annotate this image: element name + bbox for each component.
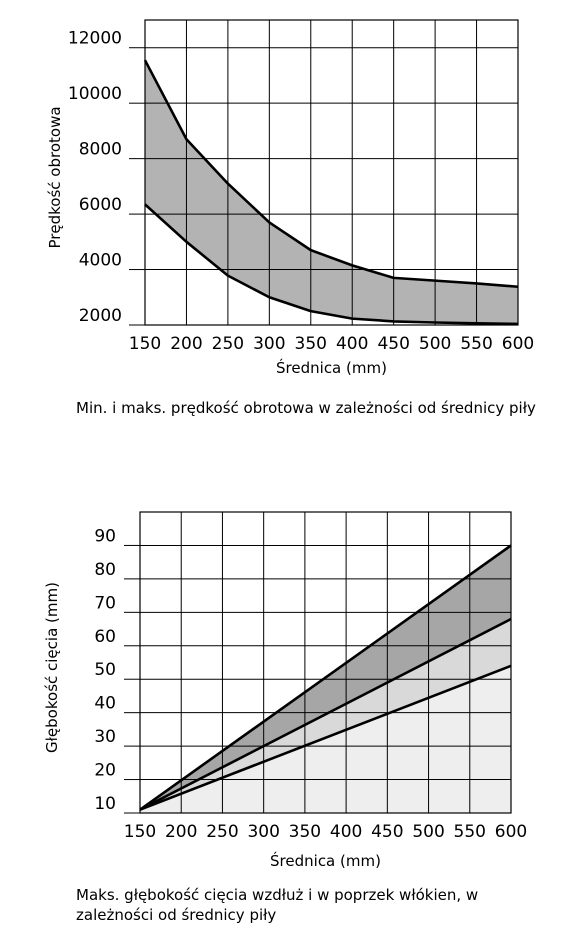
chart1-x-tick-label: 350 bbox=[295, 334, 327, 354]
chart2-x-tick-label: 450 bbox=[371, 822, 403, 842]
chart2-x-tick-label: 500 bbox=[412, 822, 444, 842]
chart2-x-tick-label: 200 bbox=[165, 822, 197, 842]
chart2-y-tick-label: 20 bbox=[94, 761, 116, 781]
chart1-range-fill bbox=[145, 60, 518, 324]
chart2-y-tick-label: 40 bbox=[94, 694, 116, 714]
chart2-x-tick-label: 300 bbox=[247, 822, 279, 842]
chart2-y-tick-label: 60 bbox=[94, 627, 116, 647]
chart1-x-tick-label: 300 bbox=[253, 334, 285, 354]
chart1-plot-frame bbox=[144, 19, 519, 326]
chart2-series-line-2 bbox=[139, 617, 512, 811]
chart2-plot-frame bbox=[139, 511, 512, 814]
chart2-x-tick-label: 600 bbox=[495, 822, 527, 842]
chart2-series-line-1 bbox=[139, 544, 512, 811]
chart1-y-tick-label: 2000 bbox=[79, 306, 122, 326]
chart1-y-tick-label: 4000 bbox=[79, 251, 122, 271]
chart1-x-tick-label: 200 bbox=[170, 334, 202, 354]
chart1-series-line-1 bbox=[143, 59, 519, 289]
chart1-x-tick-label: 450 bbox=[377, 334, 409, 354]
chart1-y-tick-label: 10000 bbox=[68, 84, 122, 104]
chart2-y-tick-label: 50 bbox=[94, 660, 116, 680]
chart2-y-tick-label: 80 bbox=[94, 560, 116, 580]
chart2-series-line-3 bbox=[139, 664, 512, 811]
chart1-x-tick-label: 600 bbox=[502, 334, 534, 354]
chart1-caption: Min. i maks. prędkość obrotowa w zależno… bbox=[76, 399, 536, 417]
chart2-y-tick-label: 90 bbox=[94, 526, 116, 546]
chart2-x-tick-label: 250 bbox=[206, 822, 238, 842]
chart1-x-axis-label: Średnica (mm) bbox=[276, 358, 387, 377]
chart1-y-axis-label: Prędkość obrotowa bbox=[46, 106, 64, 248]
chart2-y-tick-label: 10 bbox=[94, 794, 116, 814]
chart1-x-tick-label: 500 bbox=[419, 334, 451, 354]
chart1-x-tick-label: 250 bbox=[212, 334, 244, 354]
chart2-y-tick-label: 30 bbox=[94, 727, 116, 747]
chart2-x-tick-label: 150 bbox=[124, 822, 156, 842]
chart2-x-axis-label: Średnica (mm) bbox=[270, 851, 381, 870]
chart2-x-tick-label: 400 bbox=[330, 822, 362, 842]
chart2-caption: Maks. głębokość cięcia wzdłuż i w poprze… bbox=[76, 886, 479, 924]
chart1-x-tick-label: 400 bbox=[336, 334, 368, 354]
chart2-x-tick-label: 550 bbox=[454, 822, 486, 842]
chart2-x-tick-label: 350 bbox=[289, 822, 321, 842]
chart1-y-tick-label: 6000 bbox=[79, 195, 122, 215]
chart2-y-tick-label: 70 bbox=[94, 593, 116, 613]
chart1-series-line-2 bbox=[144, 203, 519, 326]
chart2-y-axis-label: Głębokość cięcia (mm) bbox=[43, 582, 61, 753]
chart1-y-tick-label: 12000 bbox=[68, 29, 122, 49]
chart1-y-tick-label: 8000 bbox=[79, 140, 122, 160]
chart1-x-tick-label: 550 bbox=[460, 334, 492, 354]
chart1-x-tick-label: 150 bbox=[129, 334, 161, 354]
